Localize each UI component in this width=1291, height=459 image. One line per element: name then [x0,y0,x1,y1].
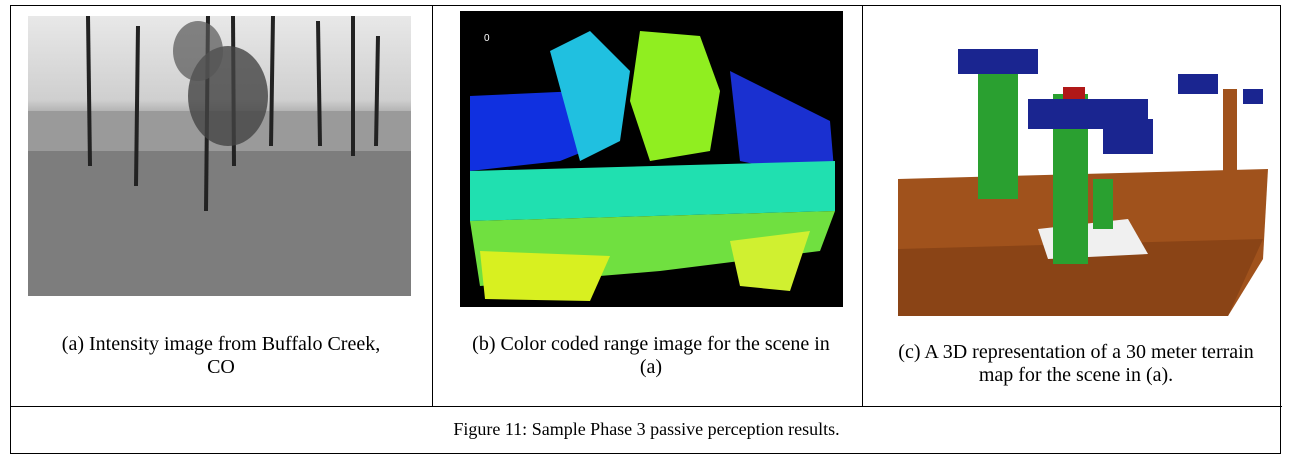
panel-caption: (b) Color coded range image for the scen… [461,333,841,379]
intensity-image [28,16,411,296]
column-divider [862,6,863,406]
panel-caption: (c) A 3D representation of a 30 meter te… [891,341,1261,387]
figure-caption: Figure 11: Sample Phase 3 passive percep… [11,418,1282,441]
image-label: 0 [484,33,490,44]
panel-caption: (a) Intensity image from Buffalo Creek, … [51,333,391,379]
terrain-image [888,19,1271,316]
figure: 0 (a) Intensity image from Buffalo Creek… [10,5,1281,454]
column-divider [432,6,433,406]
row-divider [11,406,1282,407]
range-image: 0 [460,11,843,307]
